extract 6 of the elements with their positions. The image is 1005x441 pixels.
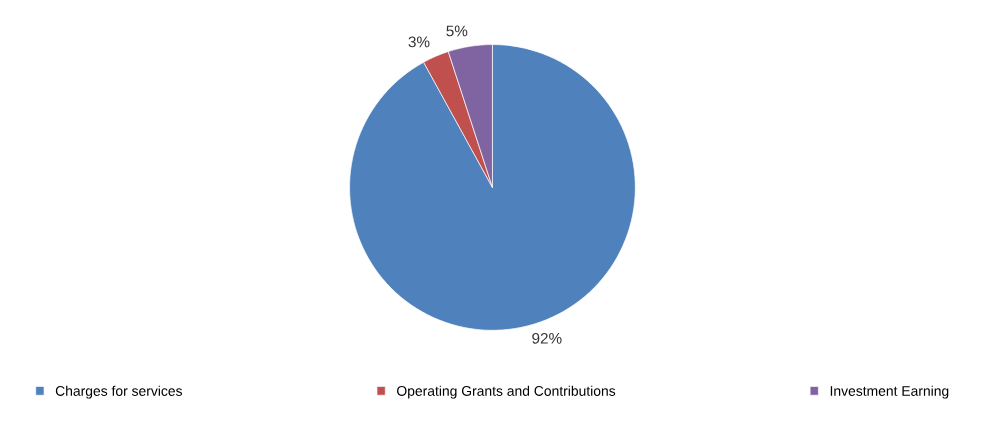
legend-label: Investment Earning [830,385,949,399]
data-label: 3% [408,36,430,48]
legend-label: Operating Grants and Contributions [397,385,616,399]
data-label: 92% [532,332,562,344]
legend-label: Charges for services [55,385,183,399]
data-label: 5% [446,25,468,37]
